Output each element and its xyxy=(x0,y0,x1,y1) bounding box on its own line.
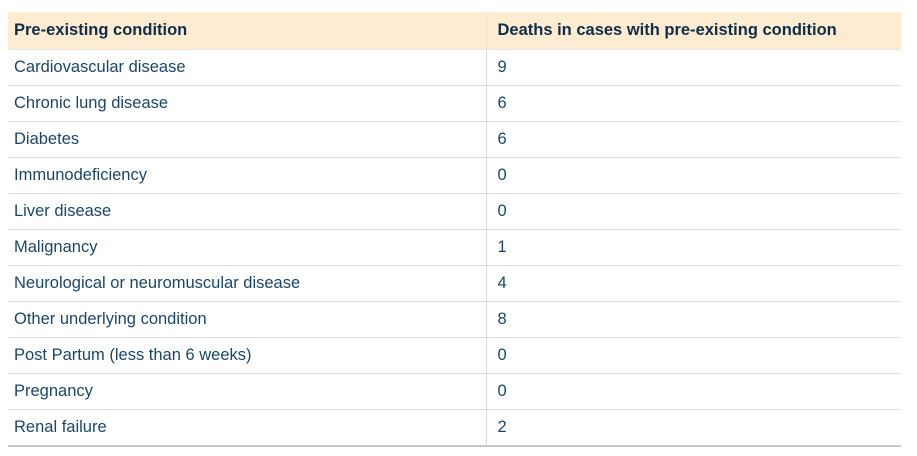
table-row: Malignancy 1 xyxy=(8,229,901,266)
column-header-pre-existing-condition: Pre-existing condition xyxy=(8,12,486,50)
header-row: Pre-existing condition Deaths in cases w… xyxy=(8,12,901,50)
condition-cell: Cardiovascular disease xyxy=(8,49,486,86)
deaths-cell: 6 xyxy=(485,121,901,158)
table-row: Diabetes 6 xyxy=(8,121,901,158)
deaths-cell: 0 xyxy=(485,337,901,374)
table-row: Renal failure 2 xyxy=(8,409,901,447)
deaths-cell: 6 xyxy=(485,85,901,122)
condition-cell: Pregnancy xyxy=(8,373,486,410)
column-header-deaths: Deaths in cases with pre-existing condit… xyxy=(485,12,901,50)
deaths-cell: 8 xyxy=(485,301,901,338)
condition-cell: Neurological or neuromuscular disease xyxy=(8,265,486,302)
deaths-cell: 0 xyxy=(485,193,901,230)
table-row: Pregnancy 0 xyxy=(8,373,901,410)
condition-cell: Malignancy xyxy=(8,229,486,266)
table-row: Post Partum (less than 6 weeks) 0 xyxy=(8,337,901,374)
deaths-cell: 1 xyxy=(485,229,901,266)
condition-cell: Immunodeficiency xyxy=(8,157,486,194)
table-body: Cardiovascular disease 9 Chronic lung di… xyxy=(8,49,901,447)
table-row: Neurological or neuromuscular disease 4 xyxy=(8,265,901,302)
condition-cell: Renal failure xyxy=(8,409,486,447)
table-row: Other underlying condition 8 xyxy=(8,301,901,338)
condition-cell: Chronic lung disease xyxy=(8,85,486,122)
table-row: Cardiovascular disease 9 xyxy=(8,49,901,86)
deaths-cell: 0 xyxy=(485,157,901,194)
deaths-cell: 4 xyxy=(485,265,901,302)
table-row: Immunodeficiency 0 xyxy=(8,157,901,194)
deaths-cell: 2 xyxy=(485,409,901,447)
pre-existing-conditions-table-container: Pre-existing condition Deaths in cases w… xyxy=(8,12,901,447)
condition-cell: Post Partum (less than 6 weeks) xyxy=(8,337,486,374)
condition-cell: Diabetes xyxy=(8,121,486,158)
pre-existing-conditions-table: Pre-existing condition Deaths in cases w… xyxy=(8,12,901,447)
table-row: Liver disease 0 xyxy=(8,193,901,230)
deaths-cell: 9 xyxy=(485,49,901,86)
condition-cell: Liver disease xyxy=(8,193,486,230)
condition-cell: Other underlying condition xyxy=(8,301,486,338)
table-row: Chronic lung disease 6 xyxy=(8,85,901,122)
deaths-cell: 0 xyxy=(485,373,901,410)
